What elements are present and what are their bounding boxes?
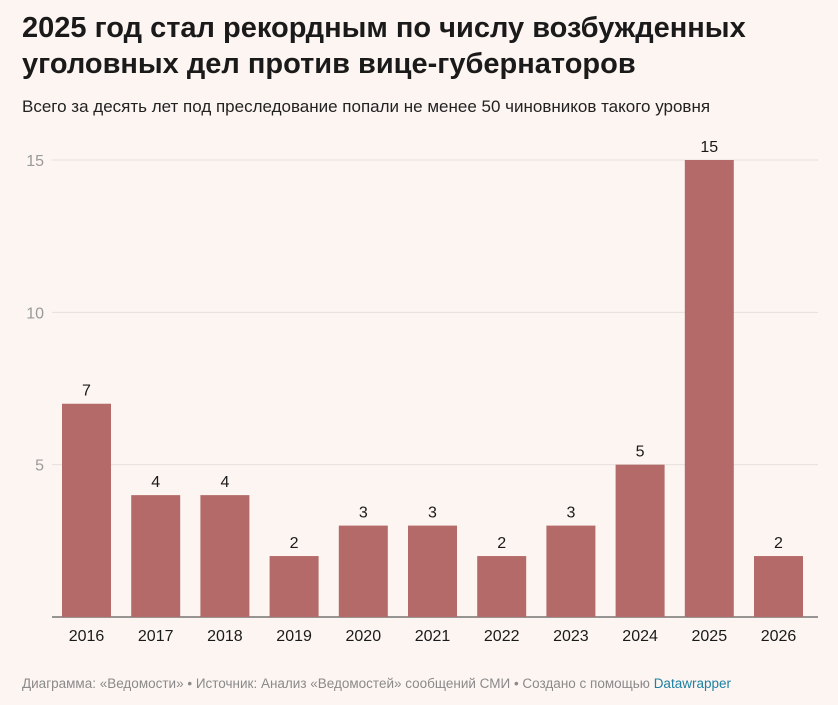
x-tick-label: 2025 xyxy=(692,628,728,645)
data-label: 7 xyxy=(82,383,91,400)
x-tick-label: 2026 xyxy=(761,628,797,645)
x-tick-label: 2019 xyxy=(276,628,312,645)
x-tick-label: 2022 xyxy=(484,628,520,645)
bar-2016 xyxy=(62,403,111,617)
chart-subtitle: Всего за десять лет под преследование по… xyxy=(22,97,711,116)
bar-2020 xyxy=(338,525,388,617)
data-label: 4 xyxy=(151,474,160,491)
datawrapper-link[interactable]: Datawrapper xyxy=(653,676,731,691)
x-tick-label: 2023 xyxy=(553,628,589,645)
bar-2021 xyxy=(408,525,457,617)
x-tick-label: 2016 xyxy=(69,628,105,645)
y-tick-label: 10 xyxy=(26,305,44,322)
y-tick-label: 5 xyxy=(35,458,44,475)
data-label: 4 xyxy=(220,474,229,491)
bar-2022 xyxy=(477,556,527,617)
data-label: 2 xyxy=(774,535,783,552)
x-tick-label: 2017 xyxy=(138,628,174,645)
data-label: 3 xyxy=(359,505,368,522)
y-tick-label: 15 xyxy=(26,153,44,170)
data-label: 15 xyxy=(700,139,718,156)
bar-2025 xyxy=(684,160,734,617)
bar-2023 xyxy=(546,525,596,617)
bar-2017 xyxy=(131,495,181,617)
bar-chart: 5 10 15 7 2016 4 2017 4 2018 2 2019 3 2020 3 2021 2 2022… xyxy=(26,139,818,645)
x-tick-label: 2021 xyxy=(415,628,451,645)
bar-2018 xyxy=(200,495,250,617)
data-label: 2 xyxy=(497,535,506,552)
data-label: 3 xyxy=(428,505,437,522)
data-label: 2 xyxy=(290,535,299,552)
footer-credits: Диаграмма: «Ведомости» • Источник: Анали… xyxy=(22,676,650,691)
bar-2019 xyxy=(269,556,319,617)
bar-2024 xyxy=(615,464,665,617)
x-tick-label: 2018 xyxy=(207,628,243,645)
data-label: 5 xyxy=(636,444,645,461)
x-tick-label: 2024 xyxy=(622,628,658,645)
footer: Диаграмма: «Ведомости» • Источник: Анали… xyxy=(22,676,731,691)
data-label: 3 xyxy=(566,505,575,522)
chart-title: 2025 год стал рекордным по числу возбужд… xyxy=(22,12,746,80)
bar-2026 xyxy=(754,556,803,617)
x-tick-label: 2020 xyxy=(346,628,382,645)
